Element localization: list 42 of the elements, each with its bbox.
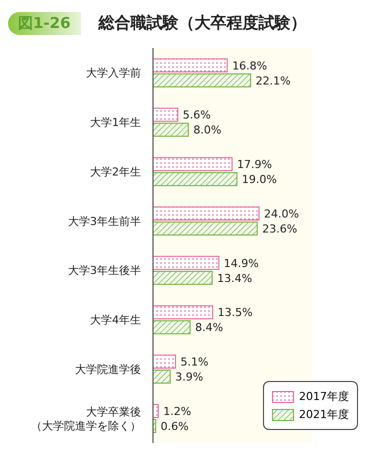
y-tick-label: 大学4年生 bbox=[90, 314, 141, 327]
data-label: 0.6% bbox=[160, 420, 189, 433]
chart-title: 総合職試験（大卒程度試験） bbox=[98, 12, 307, 34]
bar bbox=[152, 108, 178, 122]
data-label: 8.0% bbox=[193, 124, 222, 137]
data-label: 23.6% bbox=[262, 222, 298, 236]
data-label: 22.1% bbox=[256, 74, 291, 88]
data-label: 24.0% bbox=[264, 207, 299, 220]
bar bbox=[152, 58, 228, 72]
bar bbox=[152, 305, 214, 320]
bar bbox=[152, 73, 252, 88]
data-label: 16.8% bbox=[232, 59, 268, 72]
bar bbox=[152, 270, 213, 285]
bar bbox=[152, 320, 191, 334]
data-label: 19.0% bbox=[242, 173, 277, 186]
data-label: 17.9% bbox=[237, 158, 272, 172]
y-tick-label: 大学入学前 bbox=[86, 66, 141, 80]
bar bbox=[152, 256, 220, 270]
data-label: 13.5% bbox=[218, 306, 253, 320]
bar bbox=[152, 157, 233, 172]
bar bbox=[152, 221, 258, 236]
bar bbox=[152, 370, 171, 384]
y-tick-label: 大学3年生前半 bbox=[68, 214, 141, 228]
data-label: 8.4% bbox=[195, 321, 224, 334]
data-label: 3.9% bbox=[175, 370, 204, 384]
data-label: 5.6% bbox=[182, 108, 211, 122]
y-tick-label: 大学卒業後（大学院進学を除く） bbox=[31, 405, 141, 432]
data-label: 13.4% bbox=[217, 272, 252, 285]
legend-label: 2021年度 bbox=[299, 407, 349, 422]
bar bbox=[152, 354, 176, 369]
y-tick-label: 大学院進学後 bbox=[75, 362, 141, 376]
data-label: 14.9% bbox=[224, 256, 259, 270]
legend-label: 2017年度 bbox=[299, 389, 349, 404]
bar bbox=[152, 122, 189, 137]
bar bbox=[152, 206, 260, 220]
y-tick-label: 大学1年生 bbox=[90, 116, 141, 130]
data-label: 5.1% bbox=[180, 356, 208, 369]
data-label: 1.2% bbox=[163, 404, 192, 418]
y-tick-label: 大学2年生 bbox=[90, 165, 141, 178]
y-tick-label: 大学3年生後半 bbox=[68, 264, 141, 278]
bar bbox=[152, 172, 238, 186]
figure-badge: 図1-26 bbox=[8, 12, 81, 34]
